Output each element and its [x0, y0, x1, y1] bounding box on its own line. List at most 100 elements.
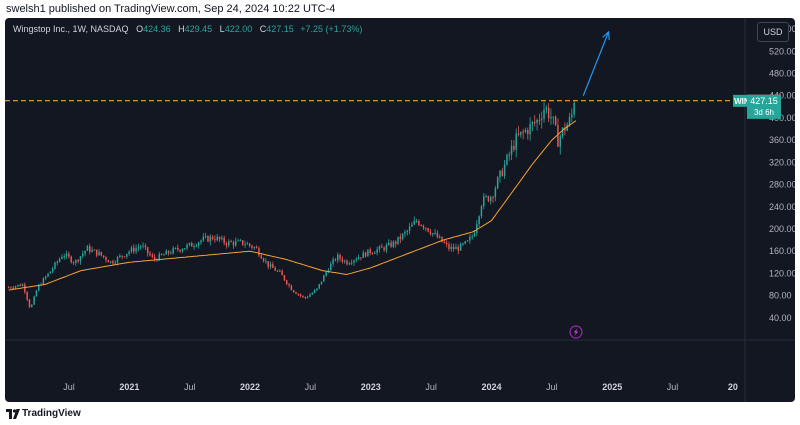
candle-body — [457, 247, 460, 251]
candle-body — [211, 236, 214, 240]
candle-body — [184, 248, 186, 250]
candle-body — [434, 232, 436, 234]
candle-body — [466, 240, 469, 242]
candle-body — [536, 119, 538, 123]
price-chart[interactable]: 560.00520.00480.00440.00400.00360.00320.… — [5, 18, 795, 402]
x-tick-label: Jul — [667, 382, 679, 392]
candle-body — [299, 294, 302, 296]
candle-body — [139, 246, 142, 248]
candle-body — [378, 246, 381, 250]
candle-body — [346, 260, 348, 265]
candle-body — [311, 292, 314, 295]
candle-body — [501, 170, 504, 176]
candle-body — [216, 236, 218, 241]
candle-body — [186, 244, 188, 249]
candle-body — [485, 196, 487, 198]
candle-body — [177, 247, 179, 250]
candle-body — [348, 263, 351, 265]
y-tick-label: 400.00 — [769, 113, 795, 123]
candle-body — [14, 286, 17, 288]
candle-body — [228, 241, 230, 246]
candle-body — [527, 130, 529, 135]
candle-body — [441, 236, 443, 242]
candle-body — [72, 262, 75, 264]
candle-body — [418, 221, 420, 225]
publisher-bar: swelsh1 published on TradingView.com, Se… — [0, 0, 800, 18]
candle-body — [427, 228, 429, 232]
candle-body — [295, 292, 297, 294]
candle-body — [306, 296, 309, 298]
candle-body — [200, 240, 202, 243]
candle-body — [42, 278, 45, 285]
candle-body — [279, 270, 281, 272]
candle-body — [540, 118, 543, 121]
candle-body — [397, 236, 399, 244]
candle-body — [54, 262, 56, 269]
candle-body — [237, 240, 239, 242]
candle-body — [253, 247, 256, 249]
candle-body — [369, 249, 371, 254]
high-label: H — [178, 24, 185, 34]
candle-body — [387, 242, 390, 246]
low-value: 422.00 — [224, 24, 253, 34]
candle-body — [100, 251, 103, 256]
candle-body — [158, 253, 161, 261]
candle-body — [568, 117, 571, 125]
candle-body — [51, 268, 54, 272]
candle-body — [517, 133, 520, 135]
candle-body — [195, 245, 198, 247]
candle-body — [223, 237, 225, 244]
candle-body — [172, 248, 174, 254]
moving-average-line — [8, 120, 577, 291]
candle-body — [244, 244, 246, 246]
candle-body — [464, 241, 466, 244]
candle-body — [362, 252, 364, 258]
candle-body — [394, 241, 397, 244]
candle-body — [408, 226, 411, 231]
x-tick-label: 2021 — [119, 382, 139, 392]
candle-body — [265, 260, 267, 262]
candle-body — [524, 130, 527, 133]
y-tick-label: 120.00 — [769, 268, 795, 278]
candle-body — [272, 264, 274, 268]
candle-body — [197, 242, 200, 246]
candle-body — [65, 253, 68, 257]
candle-body — [28, 299, 31, 308]
candle-body — [420, 224, 422, 226]
candle-body — [508, 154, 511, 156]
currency-button[interactable]: USD — [757, 22, 789, 42]
last-price-tag — [747, 94, 781, 119]
candle-body — [390, 242, 392, 247]
candle-body — [547, 107, 550, 119]
candle-body — [476, 224, 478, 234]
candle-body — [276, 270, 279, 272]
candle-body — [112, 261, 114, 264]
candle-body — [406, 230, 409, 233]
x-tick-label: Jul — [184, 382, 196, 392]
candle-body — [432, 233, 434, 235]
candle-body — [207, 236, 209, 242]
candle-body — [422, 225, 425, 228]
candle-body — [425, 227, 427, 229]
candle-body — [336, 254, 339, 261]
candle-body — [510, 145, 513, 155]
candle-body — [443, 241, 446, 243]
candle-body — [487, 196, 490, 202]
candle-body — [459, 243, 462, 251]
projection-arrow — [582, 31, 610, 96]
candle-body — [302, 295, 304, 297]
candle-body — [82, 253, 84, 257]
x-tick-label: 2022 — [240, 382, 260, 392]
ticker-text: WING — [734, 97, 756, 106]
candle-body — [21, 284, 24, 287]
candle-body — [332, 259, 334, 264]
candle-body — [61, 256, 63, 259]
candle-body — [360, 257, 362, 259]
candle-body — [137, 247, 140, 249]
candle-body — [153, 256, 156, 260]
candle-body — [260, 255, 263, 259]
chart-area[interactable]: 560.00520.00480.00440.00400.00360.00320.… — [5, 18, 795, 402]
candle-body — [35, 290, 38, 297]
candle-body — [543, 109, 545, 119]
candle-body — [318, 283, 320, 289]
